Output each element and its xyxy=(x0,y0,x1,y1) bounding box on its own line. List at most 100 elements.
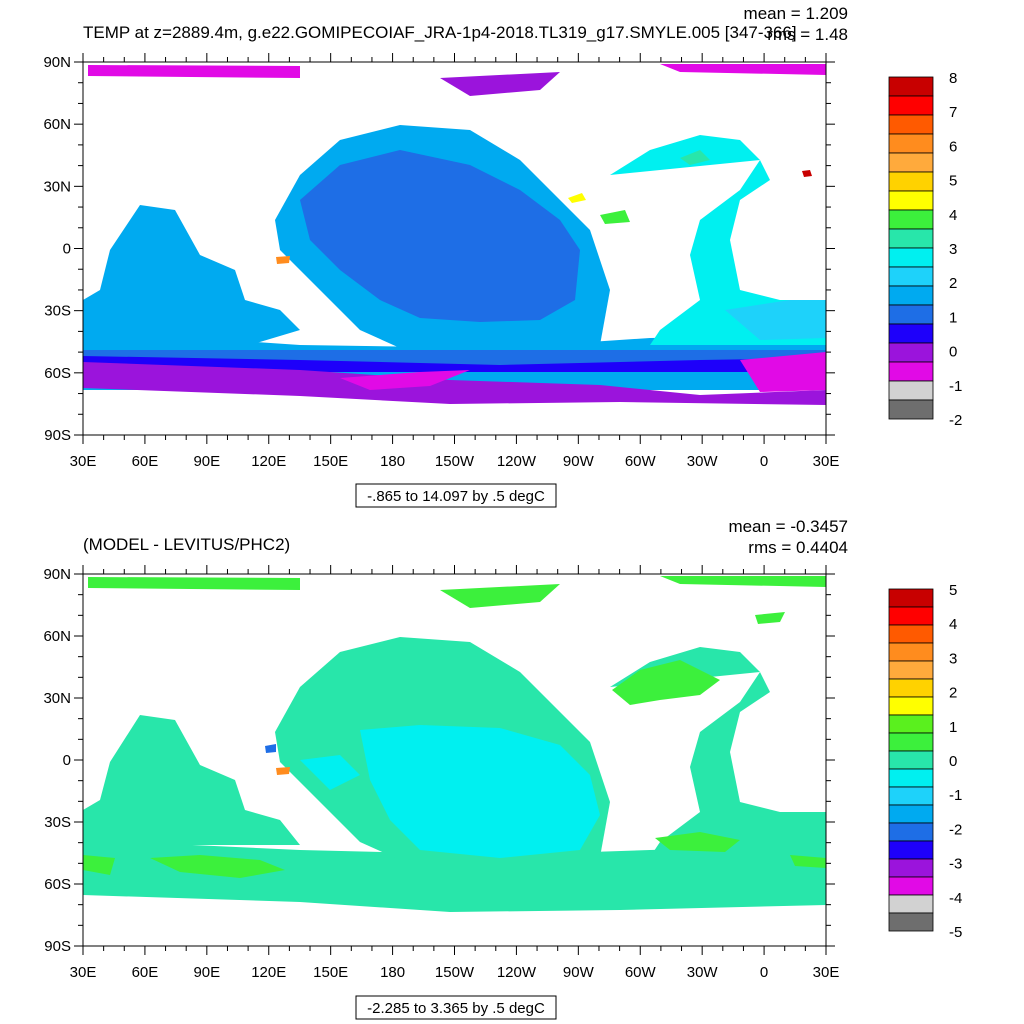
panel-2-colorbar-box xyxy=(888,732,934,752)
panel-2-lon-label: 30E xyxy=(70,964,97,981)
panel-1-map-field xyxy=(83,62,826,435)
panel-1-colorbar: 8 7 6 5 4 3 2 1 0 -1 -2 xyxy=(888,70,962,429)
panel-1-lon-label: 180 xyxy=(380,453,405,470)
panel-1-lat-label: 60N xyxy=(43,116,71,133)
panel-2-lat-label: 0 xyxy=(63,752,71,769)
panel-2-lon-label: 150W xyxy=(435,964,475,981)
panel-2-colorbar-box xyxy=(888,696,934,716)
panel-1-colorbar-box xyxy=(888,152,934,173)
panel-1-colorbar-label: 1 xyxy=(949,309,957,326)
panel-2-lon-label: 150E xyxy=(313,964,348,981)
panel-2-colorbar-label: 3 xyxy=(949,650,957,667)
panel-1-lon-label: 150E xyxy=(313,453,348,470)
panel-1-lon-label: 60W xyxy=(625,453,657,470)
panel-2-colorbar-box xyxy=(888,840,934,860)
panel-1-colorbar-box xyxy=(888,266,934,287)
panel-1-colorbar-box xyxy=(888,228,934,249)
panel-2-colorbar-box xyxy=(888,606,934,626)
panel-1-colorbar-box xyxy=(888,361,934,382)
panel-1-range-label: -.865 to 14.097 by .5 degC xyxy=(367,488,545,505)
panel-1-colorbar-box xyxy=(888,304,934,325)
panel-2-colorbar-box xyxy=(888,678,934,698)
panel-1-title: TEMP at z=2889.4m, g.e22.GOMIPECOIAF_JRA… xyxy=(83,23,797,42)
panel-2-lat-label: 30N xyxy=(43,690,71,707)
panel-2-title: (MODEL - LEVITUS/PHC2) xyxy=(83,535,290,554)
panel-2-colorbar-label: -5 xyxy=(949,924,962,941)
panel-2-lon-label: 0 xyxy=(760,964,768,981)
panel-2-lat-label: 60N xyxy=(43,628,71,645)
panel-2-lon-label: 120E xyxy=(251,964,286,981)
panel-1-lon-label: 120E xyxy=(251,453,286,470)
panel-2-lat-label: 90N xyxy=(43,566,71,583)
panel-1-lon-label: 120W xyxy=(497,453,537,470)
panel-1-colorbar-label: 2 xyxy=(949,275,957,292)
panel-2-colorbar-box xyxy=(888,822,934,842)
panel-1-colorbar-box xyxy=(888,76,934,97)
panel-2-lon-label: 90E xyxy=(193,964,220,981)
panel-2-lon-label: 60E xyxy=(132,964,159,981)
panel-2-colorbar-label: -2 xyxy=(949,821,962,838)
panel-1-lon-label: 90W xyxy=(563,453,595,470)
panel-1-lat-label: 90S xyxy=(44,427,71,444)
panel-1-lat-label: 0 xyxy=(63,241,71,258)
panel-2-colorbar-box xyxy=(888,660,934,680)
panel-2-range-label: -2.285 to 3.365 by .5 degC xyxy=(367,1000,545,1017)
panel-1-lat-label: 30S xyxy=(44,303,71,320)
panel-2-rms: rms = 0.4404 xyxy=(748,538,848,557)
panel-2-lon-label: 90W xyxy=(563,964,595,981)
panel-1-colorbar-label: -1 xyxy=(949,378,962,395)
panel-1-colorbar-label: 0 xyxy=(949,344,957,361)
panel-1-colorbar-box xyxy=(888,380,934,401)
panel-2-colorbar-box xyxy=(888,714,934,734)
panel-2-colorbar-box xyxy=(888,624,934,644)
panel-1: TEMP at z=2889.4m, g.e22.GOMIPECOIAF_JRA… xyxy=(43,4,962,508)
panel-2-colorbar-box xyxy=(888,912,934,932)
panel-1-lat-label: 90N xyxy=(43,54,71,71)
panel-1-colorbar-box xyxy=(888,95,934,116)
panel-1-lat-label: 30N xyxy=(43,178,71,195)
panel-2-range-box xyxy=(355,995,557,1020)
panel-1-colorbar-label: -2 xyxy=(949,412,962,429)
panel-2-colorbar-box xyxy=(888,804,934,824)
panel-1-lon-label: 0 xyxy=(760,453,768,470)
panel-2-map-field xyxy=(83,574,826,946)
panel-2-colorbar-box xyxy=(888,588,934,608)
panel-1-colorbar-label: 8 xyxy=(949,70,957,87)
panel-1-colorbar-box xyxy=(888,247,934,268)
panel-2-colorbar-box xyxy=(888,750,934,770)
panel-1-colorbar-box xyxy=(888,209,934,230)
panel-2-colorbar-box xyxy=(888,786,934,806)
panel-1-colorbar-box xyxy=(888,114,934,135)
panel-2-colorbar-label: -3 xyxy=(949,856,962,873)
panel-1-lon-label: 30E xyxy=(70,453,97,470)
panel-1-colorbar-box xyxy=(888,133,934,154)
panel-2-colorbar-box xyxy=(888,768,934,788)
panel-2-lat-label: 60S xyxy=(44,876,71,893)
panel-1-colorbar-box xyxy=(888,285,934,306)
panel-1-rms: rms = 1.48 xyxy=(767,25,848,44)
panel-1-colorbar-label: 6 xyxy=(949,138,957,155)
panel-2-lon-label: 120W xyxy=(497,964,537,981)
panel-1-lon-label: 90E xyxy=(193,453,220,470)
panel-1-lon-label: 60E xyxy=(132,453,159,470)
panel-2-colorbar-label: 5 xyxy=(949,582,957,599)
panel-1-lon-label: 30E xyxy=(813,453,840,470)
panel-2-lon-label: 30E xyxy=(813,964,840,981)
panel-2-lat-label: 90S xyxy=(44,938,71,955)
panel-2-lon-label: 30W xyxy=(687,964,719,981)
panel-2-colorbar: 5 4 3 2 1 0 -1 -2 -3 -4 -5 xyxy=(888,582,962,941)
panel-2-lon-label: 180 xyxy=(380,964,405,981)
panel-1-lat-label: 60S xyxy=(44,365,71,382)
panel-2-colorbar-label: -1 xyxy=(949,787,962,804)
panel-2-colorbar-label: 4 xyxy=(949,616,957,633)
panel-1-lon-label: 150W xyxy=(435,453,475,470)
panel-1-colorbar-box xyxy=(888,342,934,363)
panel-2-colorbar-label: 1 xyxy=(949,719,957,736)
panel-2-colorbar-label: 0 xyxy=(949,753,957,770)
panel-2-colorbar-box xyxy=(888,876,934,896)
panel-2-mean: mean = -0.3457 xyxy=(728,517,848,536)
panel-1-range-box xyxy=(355,483,557,508)
panel-1-colorbar-label: 5 xyxy=(949,173,957,190)
panel-1-colorbar-box xyxy=(888,323,934,344)
panel-2-colorbar-label: 2 xyxy=(949,685,957,702)
